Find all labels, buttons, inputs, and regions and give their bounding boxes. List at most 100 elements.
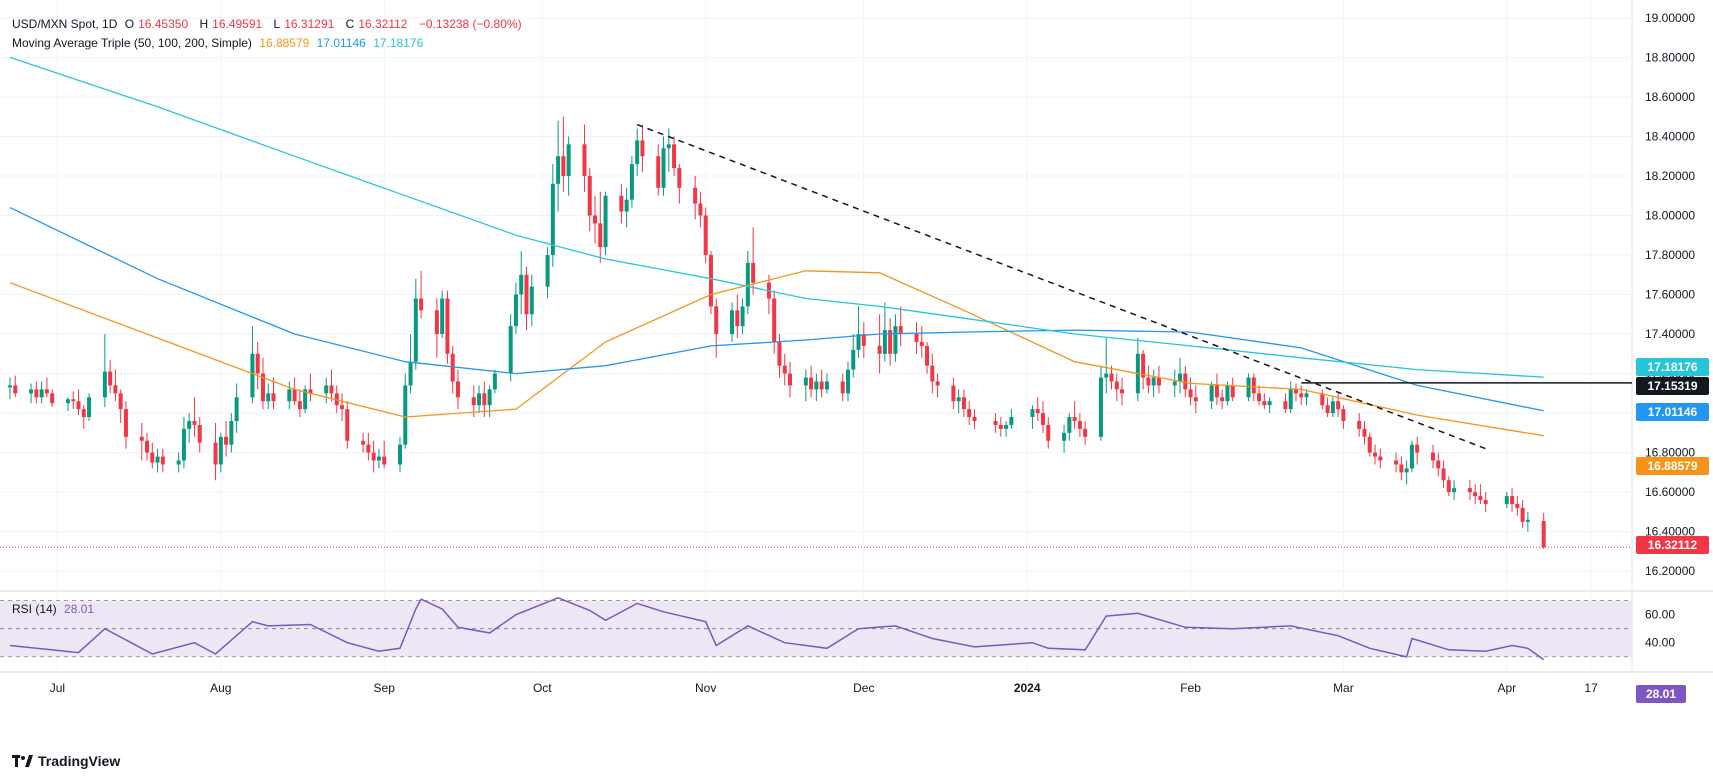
candle [487,385,492,418]
candle [1473,484,1478,504]
candle [160,448,165,473]
candle-body [340,405,345,410]
candle-body [113,385,118,394]
candle [935,373,940,398]
candle-body [455,381,460,398]
candle-body [492,373,497,390]
candle-body [1246,377,1251,398]
candle [951,377,956,410]
candle [1283,393,1288,414]
candle-body [1030,409,1035,418]
candle-body [1304,393,1309,398]
candle [593,195,598,244]
candle [1504,492,1509,508]
candle-body [935,381,940,386]
candle-body [160,456,165,465]
candle [345,401,350,449]
candle-body [71,399,76,402]
candle [1083,420,1088,445]
price-tick-label: 19.00000 [1645,11,1695,25]
candle [65,397,70,412]
ma50-price-tag: 16.88579 [1636,457,1709,475]
time-tick-label: Oct [533,681,552,695]
candle-body [640,140,645,157]
candle-body [187,420,192,429]
candle-body [1299,393,1304,398]
candle-body [123,409,128,437]
candle [1515,496,1520,516]
candle [303,385,308,414]
candle [661,136,666,196]
candle [419,270,424,319]
candle-body [635,140,640,165]
candle-body [735,310,740,327]
candle [1188,377,1193,406]
candle [961,389,966,418]
candle [519,251,524,315]
candle-body [666,144,671,149]
candle [1478,484,1483,504]
candle [1357,413,1362,437]
candle [1520,500,1525,528]
candle [1483,492,1488,512]
candle [624,187,629,228]
candle-body [324,385,329,394]
candle [340,393,345,421]
price-tick-label: 18.40000 [1645,129,1695,143]
candle-body [1251,377,1256,394]
candle [735,294,740,338]
candle-body [234,397,239,421]
candle-body [914,334,919,342]
candle [1288,381,1293,414]
candle-body [708,255,713,307]
candle-body [556,156,561,184]
candle-body [629,164,634,200]
candle-body [587,175,592,216]
tradingview-icon [12,755,33,767]
candle-body [1172,381,1177,386]
candle-body [1009,417,1014,425]
candle-body [993,420,998,425]
candle [1341,405,1346,429]
candle-body [1399,464,1404,473]
candle-body [1141,353,1146,378]
candle [819,369,824,398]
candle-body [65,399,70,404]
candle [29,383,34,404]
candle-body [477,393,482,406]
candle [450,345,455,394]
candle [213,422,218,481]
candle-body [434,310,439,335]
candle-body [419,298,424,311]
candle [677,164,682,204]
candle [1415,436,1420,465]
candle [730,302,735,342]
tradingview-logo[interactable]: TradingView [12,753,120,769]
candle [292,377,297,406]
candle [44,377,49,398]
candle [1362,420,1367,445]
candle-body [1262,401,1267,406]
candle-body [603,195,608,248]
candle [524,266,529,331]
candle-body [751,262,756,283]
time-tick-label: Apr [1497,681,1516,695]
candle-body [788,373,793,386]
candle [925,341,930,374]
candle-body [693,187,698,204]
candle-body [197,424,202,443]
rsi-header: RSI (14) 28.01 [12,602,98,616]
candle-body [192,420,197,425]
candle-body [376,456,381,461]
candle-body [1046,424,1051,441]
candle [1373,444,1378,465]
candle-body [672,144,677,169]
candle-body [1510,496,1515,504]
close-value: 16.32112 [358,17,408,31]
candle [1135,337,1140,402]
candle [861,322,866,358]
candle [1399,456,1404,481]
candle-body [303,389,308,410]
candle [1040,401,1045,433]
